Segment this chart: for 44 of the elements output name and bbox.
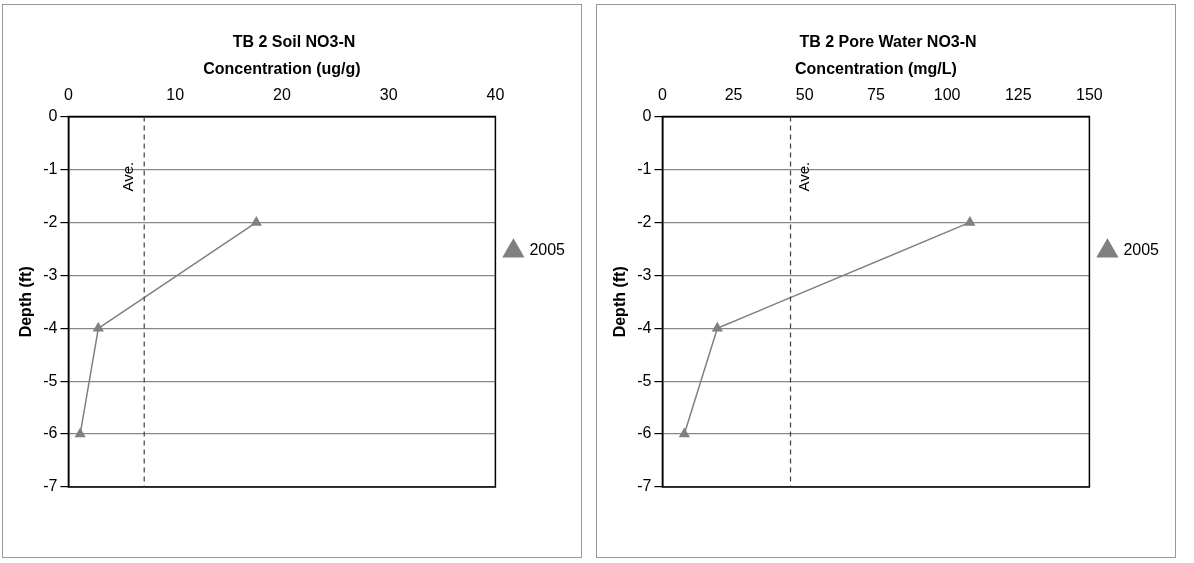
y-tick-label: -5 <box>637 371 652 389</box>
y-tick-label: -3 <box>637 265 652 283</box>
y-tick-label: -6 <box>43 424 58 442</box>
y-axis-title: Depth (ft) <box>17 266 35 338</box>
chart-title: TB 2 Soil NO3-N <box>232 33 356 51</box>
point <box>712 322 723 332</box>
x-tick-label: 30 <box>379 86 398 104</box>
y-tick-label: -1 <box>43 159 58 177</box>
y-axis-title: Depth (ft) <box>611 266 629 338</box>
x-tick-label: 50 <box>795 86 814 104</box>
point <box>93 322 104 332</box>
point <box>251 216 262 226</box>
x-tick-label: 10 <box>166 86 185 104</box>
point <box>75 428 86 438</box>
y-tick-label: 0 <box>642 107 652 125</box>
legend-label: 2005 <box>1123 241 1160 259</box>
y-tick-label: -4 <box>637 318 652 336</box>
y-tick-label: 0 <box>48 107 58 125</box>
x-tick-label: 75 <box>867 86 885 104</box>
x-tick-label: 20 <box>273 86 291 104</box>
y-tick-label: -7 <box>43 477 58 495</box>
chart-title: TB 2 Pore Water NO3-N <box>799 33 977 51</box>
y-tick-label: -2 <box>43 212 58 230</box>
x-axis-title: Concentration (mg/L) <box>795 60 957 78</box>
x-tick-label: 125 <box>1004 86 1032 104</box>
x-tick-label: 25 <box>724 86 743 104</box>
y-tick-label: -4 <box>43 318 58 336</box>
ref-line-label: Ave. <box>795 161 813 192</box>
x-tick-label: 40 <box>486 86 505 104</box>
x-tick-label: 0 <box>63 86 73 104</box>
point <box>964 216 975 226</box>
x-tick-label: 150 <box>1076 86 1103 104</box>
x-axis-title: Concentration (ug/g) <box>203 60 361 78</box>
y-tick-label: -2 <box>637 212 652 230</box>
y-tick-label: -1 <box>637 159 652 177</box>
y-tick-label: -5 <box>43 371 58 389</box>
x-tick-label: 100 <box>933 86 961 104</box>
y-tick-label: -7 <box>637 477 652 495</box>
y-tick-label: -6 <box>637 424 652 442</box>
y-tick-label: -3 <box>43 265 58 283</box>
x-tick-label: 0 <box>657 86 667 104</box>
ref-line-label: Ave. <box>118 161 136 192</box>
point <box>679 428 690 438</box>
legend-label: 2005 <box>529 241 566 259</box>
